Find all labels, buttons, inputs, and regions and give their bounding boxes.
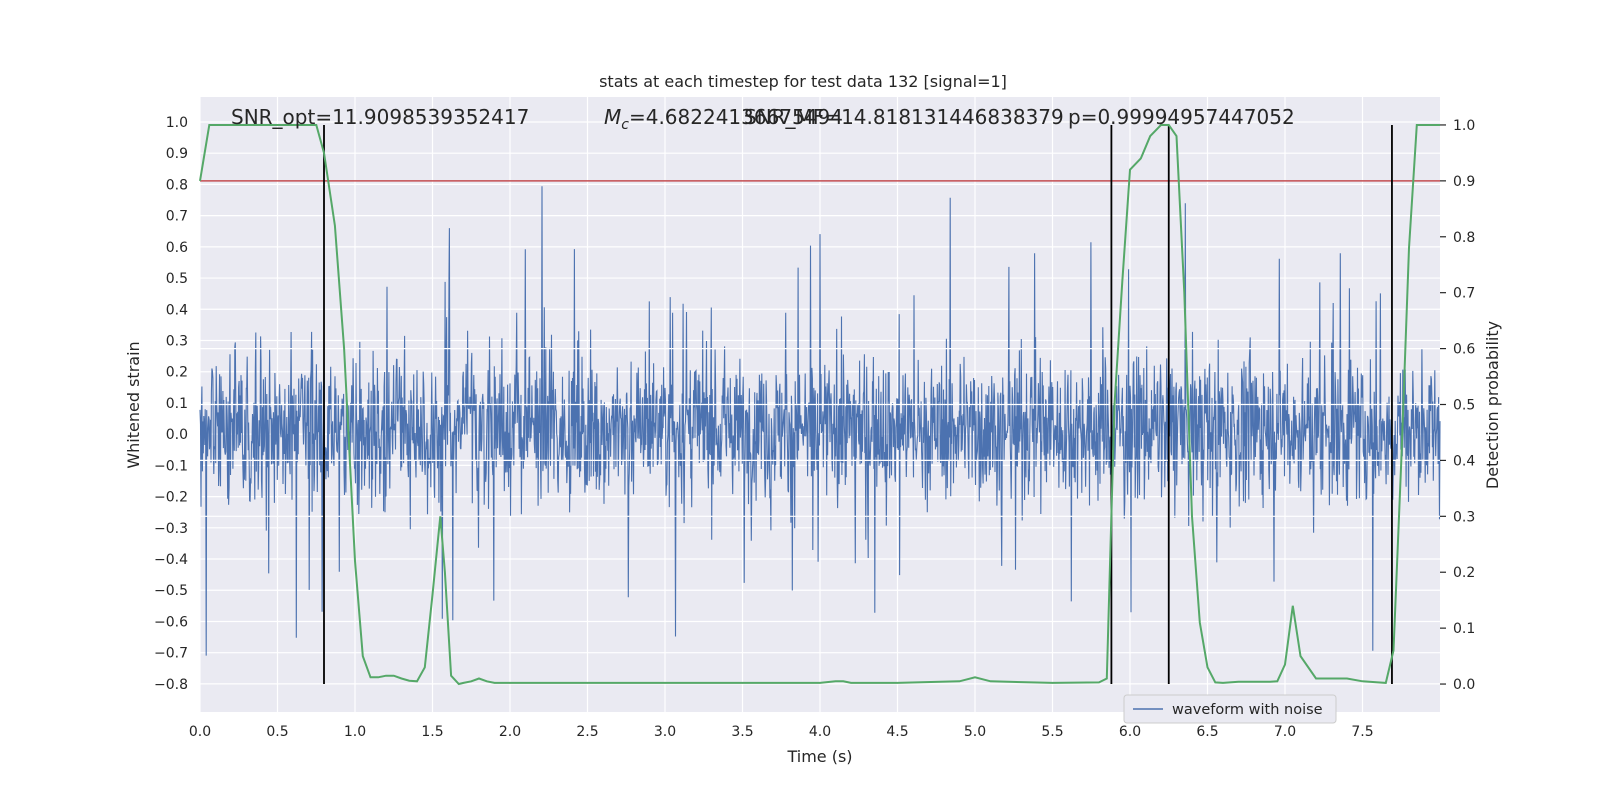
x-tick-label: 4.0 [809,724,831,740]
grid-right-axis [200,347,1440,517]
y-left-tick-label: −0.1 [154,458,188,474]
y-axis-left-label: Whitened strain [124,341,143,468]
x-tick-label: 7.5 [1351,724,1373,740]
x-tick-label: 1.5 [421,724,443,740]
x-tick-label: 2.0 [499,724,521,740]
y-left-tick-label: −0.2 [154,490,188,506]
x-tick-label: 0.0 [189,724,211,740]
y-right-tick-label: 0.6 [1453,342,1475,358]
x-tick-label: 7.0 [1274,724,1296,740]
y-left-tick-label: 0.8 [166,177,188,193]
x-axis-ticks: 0.0 0.5 1.0 1.5 2.0 2.5 3.0 3.5 4.0 4.5 5.0 5.5 6.0 6… [189,724,1374,740]
annotation-snr-opt: SNR_opt=11.9098539352417 [231,105,529,129]
x-tick-label: 5.5 [1041,724,1063,740]
annotation-probability: p=0.99994957447052 [1068,105,1295,129]
legend-label-waveform: waveform with noise [1172,702,1323,718]
y-left-tick-label: 1.0 [166,115,188,131]
y-axis-right-ticks: 1.0 0.9 0.8 0.7 0.6 0.5 0.4 0.3 0.2 0.1 0.0 [1440,118,1475,693]
legend-box [1123,694,1337,724]
series-detection-probability [199,124,1440,686]
x-tick-label: 0.5 [266,724,288,740]
annotation-snr-mf: SNR_MF=14.818131446838379 [744,105,1064,129]
x-tick-label: 3.0 [654,724,676,740]
series-waveform-with-noise [199,186,1441,656]
x-axis-label: Time (s) [786,747,852,766]
y-right-tick-label: 0.4 [1453,453,1475,469]
x-tick-label: 5.0 [964,724,986,740]
y-left-tick-label: 0.5 [166,271,188,287]
legend: waveform with noise [1123,694,1337,724]
x-tick-label: 1.0 [344,724,366,740]
y-right-tick-label: 0.0 [1453,677,1475,693]
y-right-tick-label: 0.1 [1453,621,1475,637]
y-left-tick-label: −0.6 [154,614,188,630]
y-left-tick-label: −0.3 [154,521,188,537]
y-axis-right-label: Detection probability [1483,321,1502,489]
y-left-tick-label: −0.5 [154,583,188,599]
y-right-tick-label: 0.3 [1453,509,1475,525]
x-tick-label: 6.5 [1196,724,1218,740]
vertical-markers [323,124,1393,685]
y-left-tick-label: 0.7 [166,209,188,225]
x-tick-label: 3.5 [731,724,753,740]
x-tick-label: 2.5 [576,724,598,740]
y-left-tick-label: 0.1 [166,396,188,412]
y-left-tick-label: 0.2 [166,365,188,381]
y-right-tick-label: 1.0 [1453,118,1475,134]
y-left-tick-label: 0.6 [166,240,188,256]
y-left-tick-label: 0.3 [166,334,188,350]
y-axis-left-ticks: 1.0 0.9 0.8 0.7 0.6 0.5 0.4 0.3 0.2 0.1 0.0 −0.1 −0.… [154,115,188,693]
y-right-tick-label: 0.2 [1453,565,1475,581]
annotation-chirp-mass: Mc=4.68224136675494 [604,105,843,133]
y-right-tick-label: 0.9 [1453,174,1475,190]
y-right-tick-label: 0.7 [1453,286,1475,302]
x-tick-label: 4.5 [886,724,908,740]
y-left-tick-label: 0.9 [166,146,188,162]
y-left-tick-label: −0.8 [154,677,188,693]
y-left-tick-label: −0.7 [154,646,188,662]
y-right-tick-label: 0.5 [1453,398,1475,414]
y-right-tick-label: 0.8 [1453,230,1475,246]
y-left-tick-label: 0.0 [166,427,188,443]
y-left-tick-label: 0.4 [166,302,188,318]
y-left-tick-label: −0.4 [154,552,188,568]
waveform-trace [199,186,1441,656]
chart-title: stats at each timestep for test data 132… [599,72,1007,91]
x-tick-label: 6.0 [1119,724,1141,740]
